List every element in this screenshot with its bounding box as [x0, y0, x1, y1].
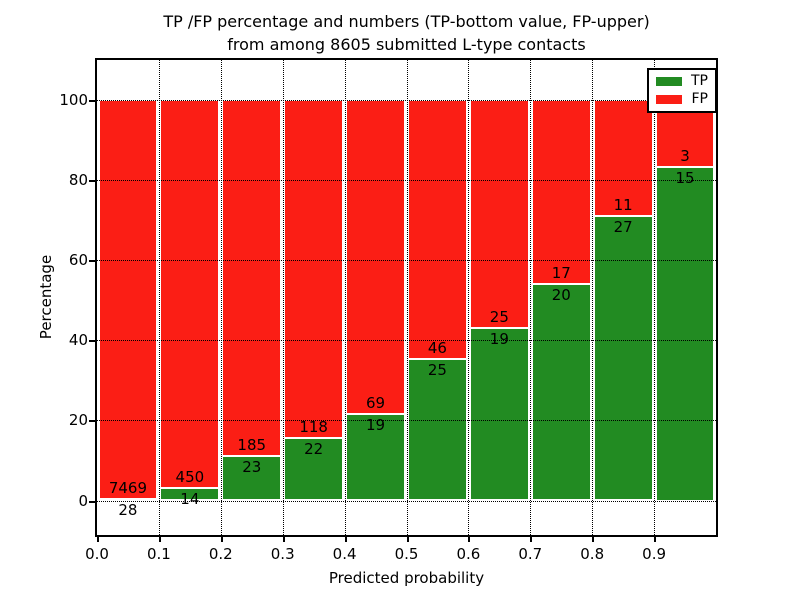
fp-bar-segment — [469, 100, 529, 328]
y-tick-mark — [89, 340, 95, 343]
bars-layer — [97, 60, 716, 535]
vertical-gridline — [282, 60, 284, 535]
bar-annotations-layer: 7469 28 450 14 185 23 118 22 69 19 46 25 25 19 17 20 11 2… — [97, 60, 716, 535]
y-tick-mark — [89, 500, 95, 503]
x-tick-label: 0.3 — [270, 545, 295, 563]
tp-count-label: 14 — [180, 490, 200, 509]
y-axis-label: Percentage — [37, 254, 55, 340]
tp-bar-segment — [222, 456, 282, 501]
x-tick-label: 0.1 — [146, 545, 171, 563]
legend-label-tp: TP — [691, 73, 708, 90]
tp-bar-segment — [346, 414, 405, 501]
tp-count-label: 20 — [551, 286, 571, 304]
y-tick-label: 100 — [59, 91, 88, 109]
fp-count-label: 3 — [680, 146, 690, 165]
fp-count-label: 7469 — [108, 479, 148, 498]
x-tick-label: 0.8 — [580, 545, 605, 563]
fp-bar-segment — [531, 100, 591, 284]
tp-bar-segment — [284, 437, 344, 501]
y-tick-mark — [89, 100, 95, 102]
tp-bar-segment — [593, 215, 653, 501]
tp-count-label: 28 — [118, 501, 138, 519]
fp-count-label: 11 — [613, 195, 633, 214]
vertical-gridline — [468, 60, 470, 535]
x-tick-mark — [97, 537, 99, 542]
x-tick-mark — [158, 537, 161, 542]
plot-area: 7469 28 450 14 185 23 118 22 69 19 46 25 25 19 17 20 11 2… — [95, 58, 718, 537]
x-tick-label: 0.9 — [642, 545, 667, 563]
tp-bar-segment — [160, 488, 220, 501]
legend-entry-fp: FP — [656, 90, 709, 107]
x-tick-label: 0.0 — [85, 545, 109, 563]
y-tick-mark — [89, 420, 95, 423]
tp-color-swatch — [656, 77, 682, 87]
legend: TP FP — [647, 68, 717, 113]
x-tick-mark — [592, 537, 595, 542]
fp-count-label: 25 — [489, 307, 509, 326]
y-tick-label: 40 — [68, 331, 88, 350]
vertical-gridline — [158, 60, 160, 535]
fp-bar-segment — [593, 100, 653, 216]
x-tick-mark — [406, 537, 409, 542]
fp-count-label: 17 — [551, 264, 571, 283]
fp-bar-segment — [98, 100, 158, 499]
tp-bar-segment — [655, 166, 715, 501]
x-tick-mark — [468, 537, 471, 542]
tp-count-label: 25 — [427, 361, 447, 380]
x-tick-mark — [654, 537, 657, 542]
x-tick-label: 0.4 — [332, 545, 357, 563]
chart-title-line2: from among 8605 submitted L-type contact… — [227, 35, 586, 54]
legend-label-fp: FP — [691, 90, 709, 107]
vertical-gridline — [592, 60, 594, 535]
y-tick-label: 60 — [68, 251, 88, 270]
fp-color-swatch — [656, 94, 682, 104]
x-tick-label: 0.6 — [456, 545, 481, 563]
tp-count-label: 19 — [489, 329, 509, 348]
tp-count-label: 22 — [304, 439, 324, 458]
vertical-gridline — [220, 60, 222, 535]
fp-bar-segment — [284, 100, 344, 438]
x-tick-mark — [530, 537, 533, 542]
x-tick-mark — [282, 537, 285, 542]
x-tick-mark — [220, 537, 223, 542]
vertical-gridline — [654, 60, 656, 535]
x-axis-label: Predicted probability — [328, 569, 485, 587]
y-tick-label: 80 — [68, 171, 88, 190]
y-tick-mark — [89, 260, 95, 263]
x-tick-mark — [344, 537, 347, 542]
fp-count-label: 185 — [237, 436, 267, 455]
fp-count-label: 450 — [175, 468, 205, 487]
tp-count-label: 23 — [242, 458, 262, 477]
x-tick-label: 0.5 — [394, 545, 419, 563]
vertical-gridline — [344, 60, 346, 535]
fp-bar-segment — [160, 100, 220, 489]
tp-bar-segment — [408, 359, 467, 501]
fp-count-label: 69 — [366, 394, 386, 413]
grid-layer — [97, 60, 716, 535]
vertical-gridline — [530, 60, 532, 535]
fp-bar-segment — [346, 100, 405, 415]
vertical-gridline — [406, 60, 408, 535]
fp-bar-segment — [222, 100, 282, 457]
x-tick-label: 0.7 — [518, 545, 543, 563]
fp-bar-segment — [408, 100, 467, 360]
chart-title: TP /FP percentage and numbers (TP-bottom… — [95, 10, 718, 56]
y-tick-label: 0 — [78, 491, 88, 510]
fp-count-label: 118 — [299, 417, 328, 436]
fp-count-label: 46 — [427, 339, 447, 358]
chart-title-line1: TP /FP percentage and numbers (TP-bottom… — [163, 12, 650, 31]
tp-bar-segment — [531, 284, 591, 501]
tp-count-label: 27 — [613, 217, 633, 236]
x-tick-label: 0.2 — [208, 545, 233, 563]
y-tick-label: 20 — [68, 411, 88, 430]
tp-count-label: 19 — [366, 416, 386, 435]
tp-count-label: 15 — [675, 168, 695, 187]
y-tick-mark — [89, 180, 95, 183]
legend-entry-tp: TP — [656, 74, 708, 89]
tp-bar-segment — [469, 327, 529, 501]
